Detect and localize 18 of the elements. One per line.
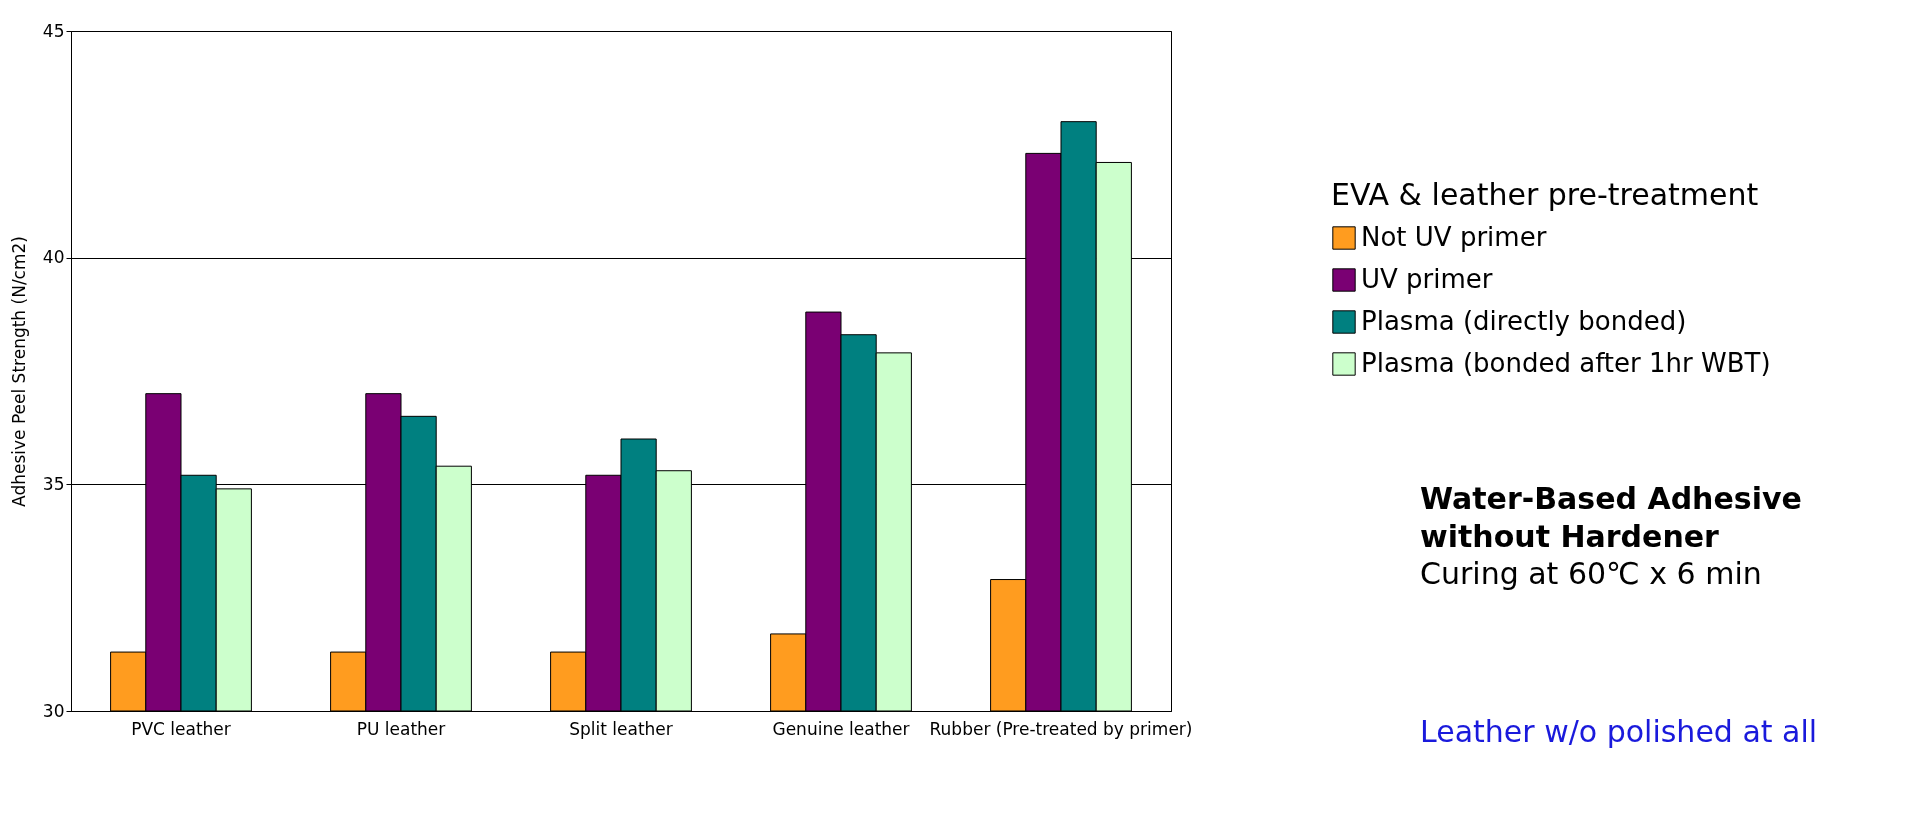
- y-tick-label: 45: [42, 20, 65, 41]
- text: Water-Based Adhesive without Hardener: [1420, 480, 1803, 555]
- y-tick-label: 35: [42, 473, 65, 494]
- x-tick-label: Split leather: [569, 718, 673, 739]
- legend-label: UV primer: [1361, 264, 1493, 294]
- y-tick-label: 40: [42, 247, 65, 268]
- y-tick-label: 30: [42, 700, 65, 721]
- y-axis-title: Adhesive Peel Strength (N/cm2): [8, 236, 29, 507]
- text: Leather w/o polished at all: [1420, 712, 1819, 750]
- x-tick-label: Rubber (Pre-treated by primer): [929, 718, 1193, 739]
- legend-label: Not UV primer: [1361, 222, 1547, 252]
- legend-label: Plasma (directly bonded): [1361, 306, 1687, 336]
- x-tick-label: Genuine leather: [772, 718, 910, 739]
- x-tick-label: PU leather: [356, 718, 446, 739]
- x-tick-label: PVC leather: [131, 718, 231, 739]
- legend-title: EVA & leather pre-treatment: [1331, 177, 1759, 212]
- text: Curing at 60℃ x 6 min: [1420, 555, 1763, 593]
- legend-label: Plasma (bonded after 1hr WBT): [1361, 348, 1771, 378]
